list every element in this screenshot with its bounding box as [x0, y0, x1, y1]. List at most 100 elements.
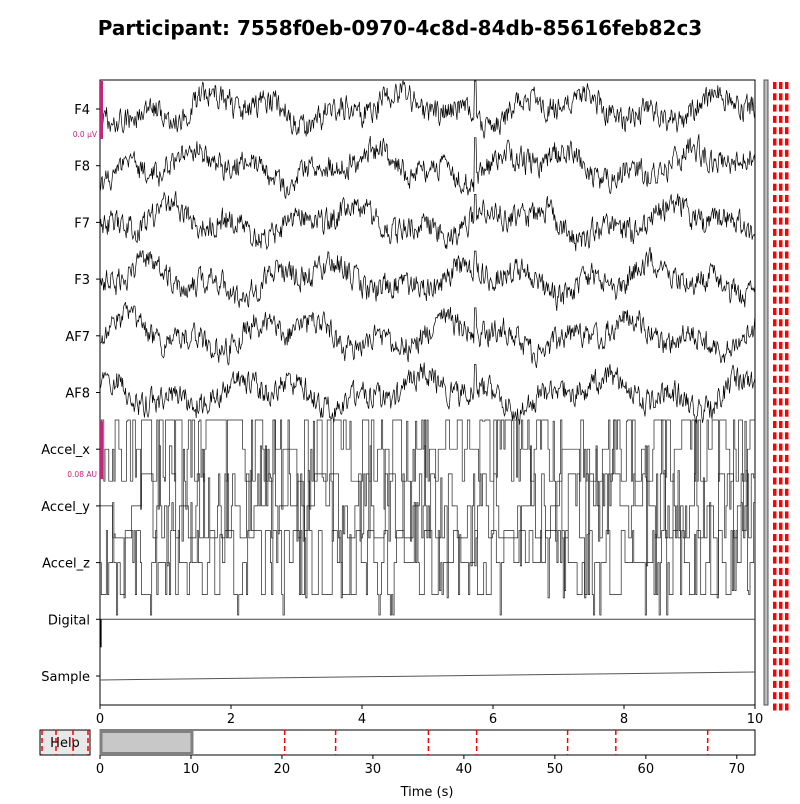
- overview-x-tick-label: 20: [274, 762, 291, 777]
- vertical-scrollbar[interactable]: [763, 79, 790, 711]
- vertical-scroll-marker: [785, 375, 789, 383]
- main-x-tick-label: 10: [747, 712, 764, 727]
- vertical-scroll-marker: [773, 353, 777, 361]
- vertical-scroll-marker: [773, 104, 777, 112]
- vertical-scroll-marker: [773, 138, 777, 146]
- vertical-scroll-marker: [773, 680, 777, 688]
- main-x-tick-label: 8: [620, 712, 628, 727]
- vertical-scroll-marker: [785, 206, 789, 214]
- channel-label-accel-y: Accel_y: [41, 500, 90, 515]
- vertical-scroll-marker: [779, 680, 783, 688]
- channel-label-f7: F7: [74, 216, 90, 231]
- vertical-scroll-marker: [785, 149, 789, 157]
- vertical-scroll-marker: [779, 522, 783, 530]
- vertical-scroll-marker: [779, 82, 783, 89]
- scale-bars: 0.0 µV 0.08 AU: [67, 81, 103, 480]
- help-button[interactable]: Help: [39, 729, 91, 756]
- vertical-scroll-marker: [785, 285, 789, 293]
- trace-af7: [99, 301, 756, 369]
- vertical-scroll-marker: [779, 93, 783, 101]
- vertical-scroll-thumb[interactable]: [763, 79, 769, 706]
- vertical-scroll-marker: [785, 579, 789, 587]
- vertical-scroll-marker: [779, 296, 783, 304]
- help-button-frame[interactable]: [39, 729, 91, 756]
- vertical-scroll-marker: [785, 511, 789, 519]
- vertical-scroll-marker: [785, 364, 789, 372]
- vertical-scroll-marker: [773, 511, 777, 519]
- vertical-scroll-marker: [773, 421, 777, 428]
- vertical-scroll-marker: [773, 217, 777, 225]
- vertical-scroll-marker: [785, 669, 789, 677]
- vertical-scroll-marker: [779, 488, 783, 496]
- vertical-scroll-marker: [779, 556, 783, 564]
- vertical-scroll-marker: [785, 590, 789, 598]
- vertical-scroll-marker: [779, 228, 783, 236]
- vertical-scroll-marker: [773, 82, 777, 89]
- overview-x-tick-label: 40: [456, 762, 473, 777]
- vertical-scroll-marker: [779, 613, 783, 621]
- vertical-scroll-marker: [779, 647, 783, 654]
- signal-traces: [99, 80, 756, 681]
- vertical-scroll-marker: [779, 138, 783, 146]
- overview-view-window[interactable]: [99, 730, 194, 755]
- overview-scrollbar[interactable]: [41, 729, 756, 756]
- vertical-scroll-marker: [785, 556, 789, 564]
- vertical-scroll-marker: [785, 647, 789, 654]
- vertical-scroll-marker: [779, 308, 783, 315]
- channel-label-digital: Digital: [48, 613, 90, 628]
- vertical-scroll-marker: [785, 522, 789, 530]
- vertical-scroll-marker: [785, 466, 789, 474]
- vertical-scroll-marker: [773, 488, 777, 496]
- vertical-scroll-marker: [785, 534, 789, 541]
- vertical-scroll-marker: [785, 319, 789, 327]
- vertical-scroll-marker: [779, 534, 783, 541]
- vertical-scroll-marker: [773, 387, 777, 395]
- vertical-scroll-marker: [779, 669, 783, 677]
- vertical-scroll-marker: [773, 195, 777, 202]
- channel-labels: F4 F8 F7 F3 AF7 AF8 Accel_x Accel_y Accel_z Digit…: [41, 103, 100, 685]
- channel-label-accel-x: Accel_x: [41, 443, 90, 458]
- vertical-scroll-marker: [773, 692, 777, 700]
- trace-f8: [99, 134, 756, 200]
- vertical-scroll-marker: [773, 172, 777, 180]
- vertical-scroll-marker: [773, 274, 777, 282]
- vertical-scroll-marker: [785, 251, 789, 259]
- vertical-scroll-marker: [785, 421, 789, 428]
- vertical-scroll-marker: [785, 432, 789, 440]
- vertical-scroll-marker: [773, 669, 777, 677]
- vertical-scroll-marker: [785, 387, 789, 395]
- vertical-scroll-marker: [773, 635, 777, 643]
- vertical-scroll-marker: [779, 364, 783, 372]
- vertical-scroll-marker: [773, 127, 777, 135]
- help-button-label[interactable]: Help: [50, 736, 80, 751]
- overview-x-tick-label: 10: [183, 762, 200, 777]
- vertical-scroll-marker: [785, 115, 789, 123]
- overview-axes-frame: [99, 729, 756, 756]
- vertical-scroll-marker: [785, 82, 789, 89]
- vertical-scroll-marker: [779, 387, 783, 395]
- vertical-scroll-marker: [779, 511, 783, 519]
- vertical-scroll-marker: [779, 240, 783, 248]
- vertical-scroll-marker: [773, 206, 777, 214]
- vertical-scroll-marker: [785, 93, 789, 101]
- vertical-scroll-marker: [773, 93, 777, 101]
- vertical-scroll-marker: [779, 127, 783, 135]
- vertical-scroll-marker: [773, 443, 777, 451]
- vertical-scroll-marker: [785, 353, 789, 361]
- vertical-scroll-marker: [785, 624, 789, 632]
- vertical-scroll-marker: [779, 217, 783, 225]
- trace-accel-z: [100, 470, 756, 616]
- vertical-scroll-marker: [785, 262, 789, 270]
- trace-accel-y: [100, 419, 756, 599]
- channel-label-af7: AF7: [65, 330, 90, 345]
- main-plot-area[interactable]: [99, 79, 756, 706]
- vertical-scroll-marker: [779, 477, 783, 485]
- vertical-scroll-marker: [779, 624, 783, 632]
- channel-label-af8: AF8: [65, 387, 90, 402]
- vertical-scroll-marker: [785, 172, 789, 180]
- vertical-scroll-marker: [785, 601, 789, 609]
- vertical-scroll-marker: [773, 703, 777, 711]
- vertical-scroll-marker: [779, 104, 783, 112]
